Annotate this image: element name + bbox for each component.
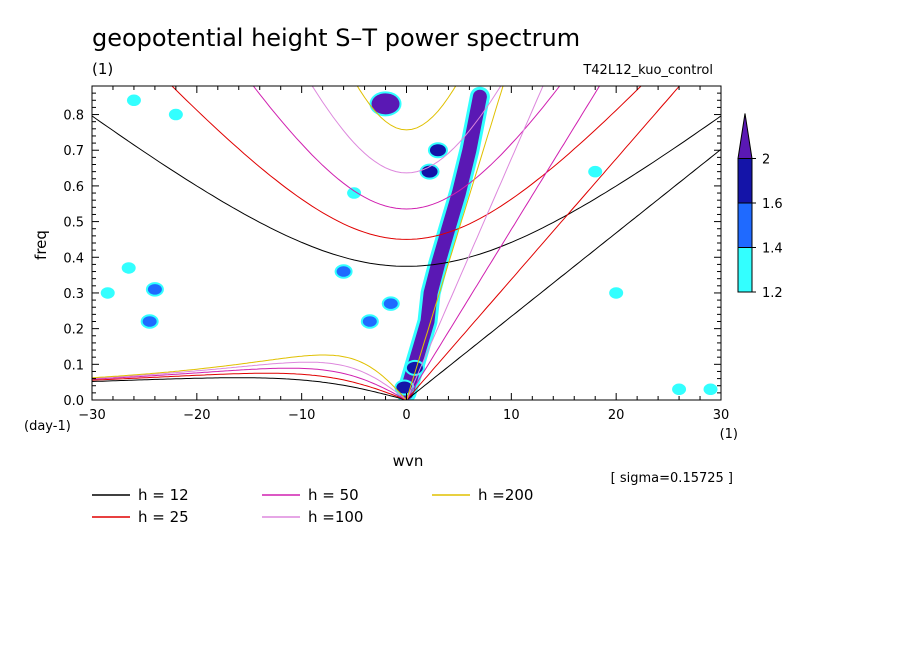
blob-16-halo — [703, 383, 718, 396]
x-tick-label: −20 — [183, 408, 210, 423]
rossby-curve — [92, 361, 407, 400]
y-tick-label: 0.8 — [63, 109, 84, 124]
colorbar-label: 1.6 — [762, 197, 783, 212]
gravity-curve — [356, 86, 457, 131]
blob-11-halo — [126, 94, 141, 107]
kelvin-ridge — [399, 89, 487, 400]
power-shading — [100, 86, 718, 400]
x-tick-label: 30 — [713, 408, 730, 423]
colorbar-label: 2 — [762, 153, 770, 168]
blob-17-halo — [609, 287, 624, 299]
rossby-curve — [92, 372, 407, 400]
kelvin-curve — [406, 86, 504, 400]
blob-10-halo — [100, 287, 115, 299]
top-blob — [371, 93, 400, 115]
chart-title: geopotential height S–T power spectrum — [92, 24, 580, 52]
y-tick-label: 0.5 — [63, 216, 84, 231]
y-tick-label: 0.3 — [63, 287, 84, 302]
colorbar-swatch — [737, 158, 753, 204]
y-tick-label: 0.0 — [63, 394, 84, 409]
x-tick-label: 20 — [608, 408, 625, 423]
blob-4 — [396, 381, 413, 394]
legend-label: h =100 — [308, 508, 363, 526]
dispersion-curves — [92, 86, 721, 400]
blob-12-halo — [168, 108, 183, 121]
x-axis-unit: (1) — [720, 427, 738, 442]
kelvin-curve — [406, 86, 601, 400]
legend-label: h = 50 — [308, 486, 359, 504]
rossby-curve — [92, 367, 407, 400]
blob-15-halo — [672, 383, 687, 396]
colorbar-swatch — [737, 202, 753, 248]
y-tick-label: 0.2 — [63, 323, 84, 338]
y-tick-label: 0.4 — [63, 251, 84, 266]
rossby-curve — [92, 354, 407, 400]
blob-9-halo — [121, 262, 136, 274]
blob-6 — [362, 316, 377, 327]
x-tick-label: 0 — [402, 408, 410, 423]
blob-7 — [336, 266, 351, 277]
axis-ticks: −30 −20 −10 0 10 20 30 0.0 0.1 0.2 0.3 0.4 0.5 0.6 0.7… — [63, 86, 729, 423]
y-tick-label: 0.6 — [63, 180, 84, 195]
x-tick-label: 10 — [503, 408, 520, 423]
blob-8 — [142, 316, 157, 327]
legend-label: h =200 — [478, 486, 533, 504]
colorbar-swatch — [737, 247, 753, 293]
gravity-curve — [92, 115, 721, 267]
y-tick-label: 0.1 — [63, 358, 84, 373]
blob-13 — [147, 284, 162, 295]
chart-subtitle-left: (1) — [92, 60, 113, 78]
blob-18-halo — [588, 165, 603, 178]
gravity-curve — [311, 86, 502, 174]
gravity-curve — [252, 86, 561, 210]
colorbar-label: 1.2 — [762, 286, 783, 301]
y-axis-unit: (day-1) — [24, 419, 71, 434]
y-tick-label: 0.7 — [63, 144, 84, 159]
colorbar: 1.2 1.4 1.6 2 — [737, 113, 783, 301]
y-axis-label: freq — [32, 230, 50, 260]
sigma-note: [ sigma=0.15725 ] — [611, 471, 733, 486]
legend-label: h = 25 — [138, 508, 189, 526]
colorbar-label: 1.4 — [762, 242, 783, 257]
blob-2 — [429, 144, 446, 157]
chart-subtitle-right: T42L12_kuo_control — [582, 63, 713, 78]
kelvin-curve — [406, 148, 721, 400]
blob-5 — [383, 298, 398, 309]
rossby-curve — [92, 377, 407, 400]
legend: h = 12 h = 25 h = 50 h =100 h =200 — [92, 486, 533, 526]
blob-1 — [421, 165, 438, 178]
plot-frame — [91, 85, 722, 401]
x-tick-label: −10 — [288, 408, 315, 423]
x-tick-label: −30 — [78, 408, 105, 423]
blob-14-halo — [347, 187, 362, 199]
kelvin-curve — [406, 86, 544, 400]
legend-label: h = 12 — [138, 486, 189, 504]
kelvin-curve — [406, 86, 681, 400]
colorbar-arrow — [737, 113, 753, 159]
x-axis-label: wvn — [393, 452, 424, 470]
gravity-curve — [171, 86, 642, 240]
